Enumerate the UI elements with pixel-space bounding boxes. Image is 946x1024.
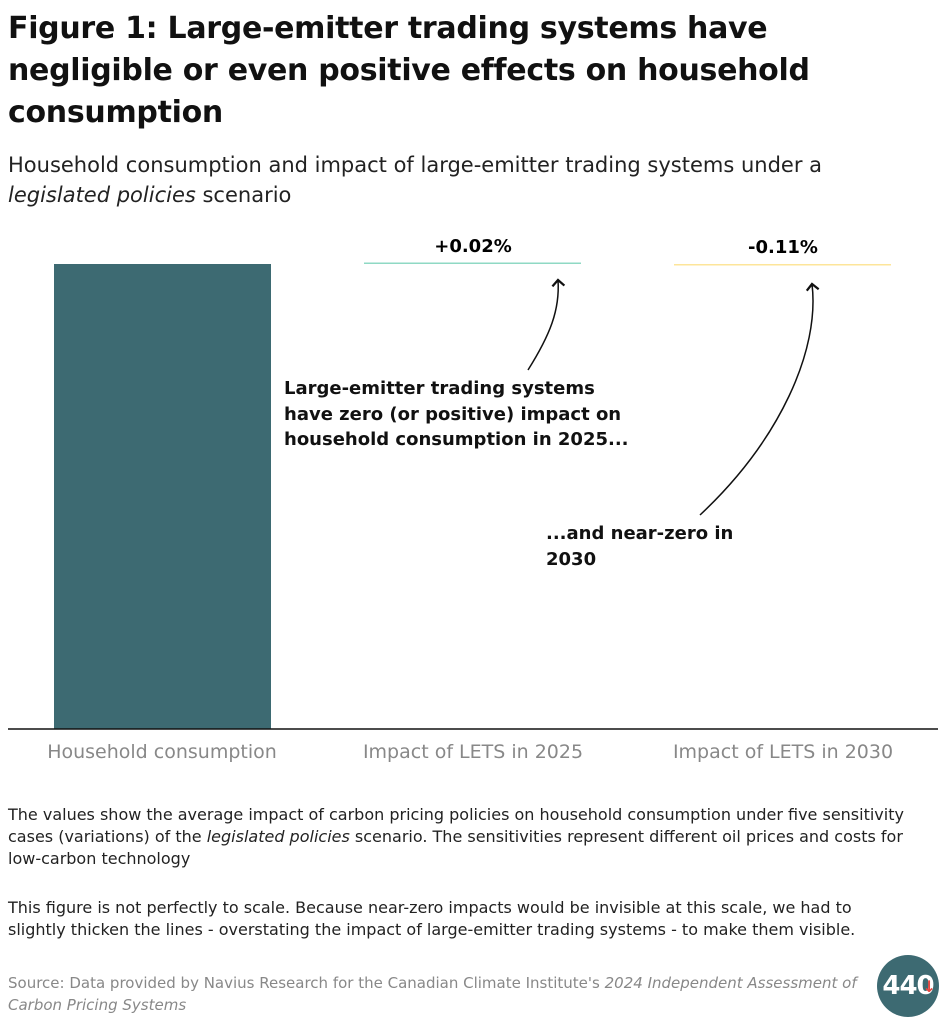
source-text: Source: Data provided by Navius Research… bbox=[8, 974, 605, 992]
subtitle-text: Household consumption and impact of larg… bbox=[8, 153, 822, 177]
annotation-2025: Large-emitter trading systems have zero … bbox=[284, 378, 629, 450]
note-paragraph-2: This figure is not perfectly to scale. B… bbox=[8, 898, 856, 939]
annotation-arrow-2030 bbox=[699, 282, 820, 516]
data-label-2030: -0.11% bbox=[748, 237, 818, 258]
logo-440: 44 0 ↓ bbox=[877, 955, 939, 1017]
annotation-arrow-2025 bbox=[527, 278, 566, 371]
data-label-2025: +0.02% bbox=[434, 236, 512, 257]
note-text-end: scenario. The sensitivities represent di… bbox=[8, 827, 903, 868]
bar-lets-2025 bbox=[364, 262, 581, 264]
bar-household-consumption bbox=[54, 264, 271, 729]
bar-lets-2030 bbox=[674, 264, 891, 266]
subtitle-italic: legislated policies bbox=[8, 183, 196, 207]
note-paragraph-1: The values show the average impact of ca… bbox=[8, 804, 908, 870]
source: Source: Data provided by Navius Research… bbox=[8, 972, 858, 1016]
note-text: The values show the average impact of ca… bbox=[8, 805, 904, 846]
chart-subtitle: Household consumption and impact of larg… bbox=[8, 150, 928, 210]
source-italic: 2024 Independent Assessment of Carbon Pr… bbox=[8, 974, 857, 1014]
subtitle-text-end: scenario bbox=[195, 183, 292, 207]
chart-title: Figure 1: Large-emitter trading systems … bbox=[8, 11, 810, 130]
x-tick-household: Household consumption bbox=[47, 741, 277, 763]
note-italic: legislated policies bbox=[206, 827, 350, 846]
down-arrow-icon: ↓ bbox=[922, 977, 936, 996]
x-tick-2030: Impact of LETS in 2030 bbox=[673, 741, 893, 763]
x-tick-2025: Impact of LETS in 2025 bbox=[363, 741, 583, 763]
chart: +0.02% -0.11% Household consumption Impa… bbox=[8, 236, 938, 763]
annotation-2030: ...and near-zero in 2030 bbox=[546, 523, 734, 570]
